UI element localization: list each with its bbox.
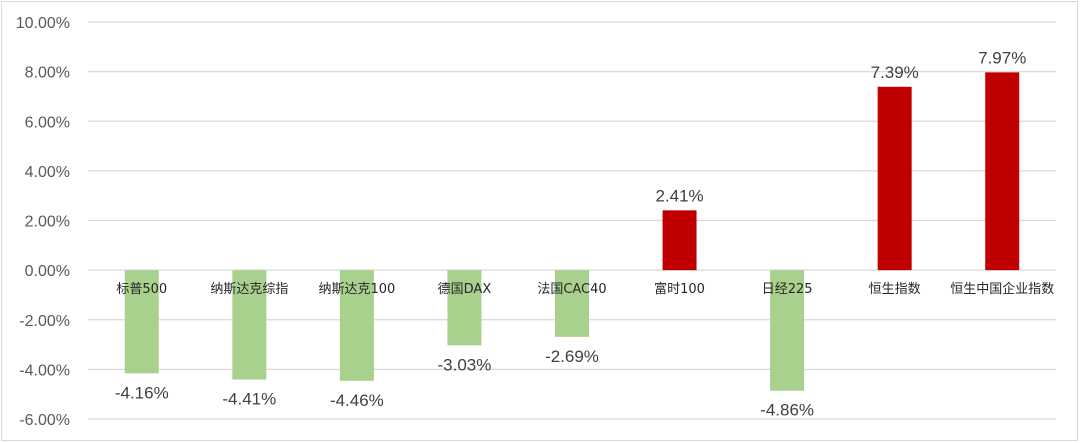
y-tick-label: 6.00% [25, 114, 70, 131]
bar [770, 270, 805, 391]
data-label: -4.41% [222, 390, 276, 409]
bar [555, 270, 589, 337]
data-label: -3.03% [438, 355, 492, 374]
y-tick-label: 4.00% [25, 164, 70, 181]
y-axis: 10.00% 8.00% 6.00% 4.00% 2.00% 0.00% -2.00% -4.… [16, 15, 70, 429]
y-tick-label: 2.00% [25, 214, 70, 231]
category-label: 恒生指数 [869, 282, 921, 297]
category-label: 法国CAC40 [537, 282, 606, 297]
y-tick-label: -2.00% [19, 313, 70, 330]
bar [662, 210, 697, 271]
data-label: -4.46% [330, 391, 384, 410]
y-tick-label: 0.00% [25, 263, 70, 280]
y-tick-label: -6.00% [19, 412, 70, 429]
category-label: 恒生中国企业指数 [950, 281, 1054, 297]
y-tick-label: 8.00% [25, 65, 70, 82]
data-label: -2.69% [545, 347, 599, 366]
y-tick-label: -4.00% [19, 362, 70, 379]
bar [339, 270, 374, 381]
bar [124, 270, 159, 374]
data-label: 7.39% [871, 63, 919, 82]
category-label: 标普500 [116, 282, 167, 297]
category-label: 纳斯达克综指 [210, 282, 288, 297]
data-labels: -4.16% -4.41% -4.46% -3.03% -2.69% 2.41% -4.86… [115, 48, 1026, 419]
category-label: 日经225 [762, 282, 813, 297]
category-label: 德国DAX [438, 282, 492, 297]
data-label: 2.41% [655, 186, 703, 205]
bar [985, 72, 1020, 271]
bar [877, 86, 912, 271]
data-label: 7.97% [978, 48, 1026, 67]
bars [124, 72, 1020, 391]
category-label: 纳斯达克100 [318, 282, 395, 297]
category-labels: 标普500 纳斯达克综指 纳斯达克100 德国DAX 法国CAC40 富时100 日经225… [116, 281, 1054, 297]
data-label: -4.86% [760, 401, 814, 420]
bar [447, 270, 482, 346]
category-label: 富时100 [654, 281, 705, 297]
y-tick-label: 10.00% [16, 15, 70, 32]
data-label: -4.16% [115, 383, 169, 402]
bar [232, 270, 267, 380]
